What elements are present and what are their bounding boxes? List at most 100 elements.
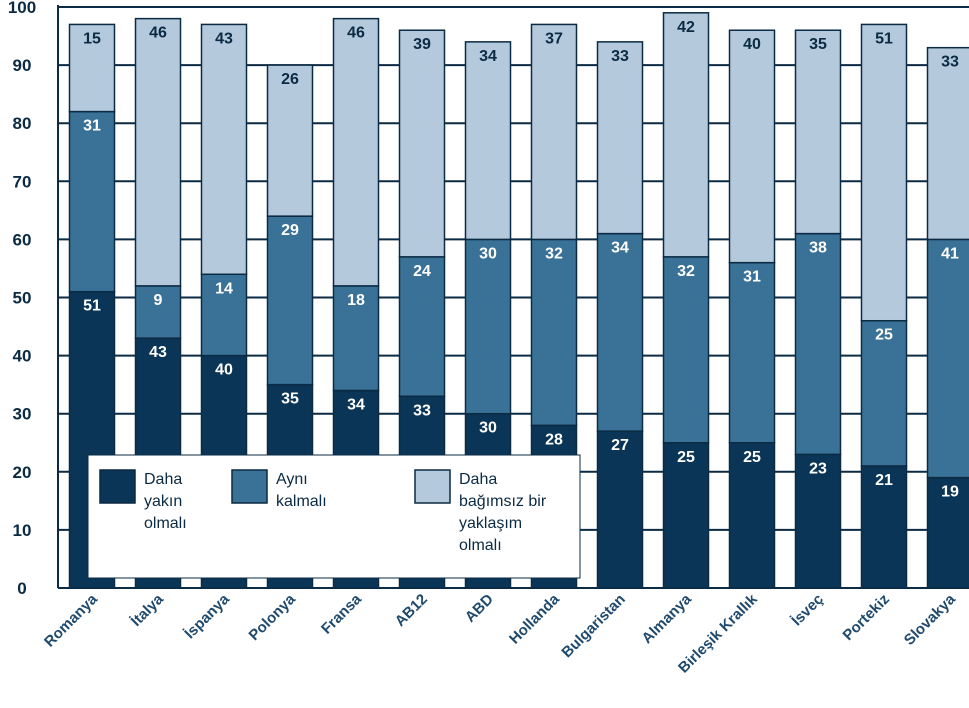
data-label-birlesik-krallik-daha-bagimsiz-bir-yaklasim-olmali: 40 [743, 36, 761, 53]
x-tick-label-ab12: AB12 [392, 591, 431, 630]
legend-swatch-ayni-kalmali [231, 469, 268, 504]
x-axis: Romanya İtalya İspanya Polonya Fransa AB12 ABD… [41, 590, 959, 676]
bar-hollanda-ayni-kalmali [530, 238, 578, 427]
bar-polonya-daha-bagimsiz-bir-yaklasim-olmali [266, 64, 314, 217]
data-label-abd-daha-bagimsiz-bir-yaklasim-olmali: 34 [479, 48, 497, 65]
bar-birlesik-krallik-daha-bagimsiz-bir-yaklasim-olmali [728, 29, 776, 264]
data-label-isvec-daha-yakin-olmali: 23 [809, 460, 827, 477]
data-label-polonya-ayni-kalmali: 29 [281, 222, 299, 239]
x-tick-label-hollanda: Hollanda [506, 590, 563, 647]
data-label-portekiz-daha-yakin-olmali: 21 [875, 472, 893, 489]
x-tick-label-italya: İtalya [128, 590, 168, 630]
bar-portekiz-ayni-kalmali [860, 319, 908, 467]
bar-birlesik-krallik-daha-yakin-olmali [728, 442, 776, 589]
data-label-bulgaristan-daha-yakin-olmali: 27 [611, 437, 629, 454]
data-label-italya-ayni-kalmali: 9 [154, 292, 163, 309]
data-label-fransa-daha-bagimsiz-bir-yaklasim-olmali: 46 [347, 25, 365, 42]
y-tick-label-100: 100 [8, 0, 36, 17]
bar-fransa-daha-bagimsiz-bir-yaklasim-olmali [332, 17, 380, 287]
data-label-hollanda-ayni-kalmali: 32 [545, 245, 563, 262]
x-tick-label-slovakya: Slovakya [901, 590, 959, 648]
bar-hollanda-daha-bagimsiz-bir-yaklasim-olmali [530, 23, 578, 241]
data-label-slovakya-daha-bagimsiz-bir-yaklasim-olmali: 33 [941, 54, 959, 71]
x-tick-label-polonya: Polonya [246, 590, 300, 644]
y-tick-label-10: 10 [13, 521, 32, 540]
y-tick-label-20: 20 [13, 463, 32, 482]
data-label-almanya-daha-yakin-olmali: 25 [677, 449, 695, 466]
data-label-ispanya-ayni-kalmali: 14 [215, 280, 233, 297]
bar-abd-daha-bagimsiz-bir-yaklasim-olmali [464, 41, 512, 241]
data-label-almanya-daha-bagimsiz-bir-yaklasim-olmali: 42 [677, 19, 695, 36]
data-label-ispanya-daha-bagimsiz-bir-yaklasim-olmali: 43 [215, 30, 233, 47]
bar-portekiz-daha-bagimsiz-bir-yaklasim-olmali [860, 23, 908, 322]
bar-ab12-daha-bagimsiz-bir-yaklasim-olmali [398, 29, 446, 258]
legend-label-daha-bagimsiz-bir-yaklasim-olmali: Daha bağımsız bir yaklaşım olmalı [459, 471, 547, 554]
x-tick-label-romanya: Romanya [41, 590, 101, 650]
data-label-italya-daha-yakin-olmali: 43 [149, 344, 167, 361]
legend-label-ayni-kalmali: Aynı kalmalı [276, 471, 327, 510]
data-label-abd-ayni-kalmali: 30 [479, 245, 497, 262]
bar-isvec-daha-yakin-olmali [794, 453, 842, 589]
bar-romanya-ayni-kalmali [68, 110, 116, 293]
legend-swatch-daha-bagimsiz-bir-yaklasim-olmali [414, 469, 451, 504]
y-axis: 0 10 20 30 40 50 60 70 80 90 100 [8, 0, 59, 598]
data-label-hollanda-daha-bagimsiz-bir-yaklasim-olmali: 37 [545, 30, 563, 47]
data-label-romanya-ayni-kalmali: 31 [83, 118, 101, 135]
bar-birlesik-krallik-ayni-kalmali [728, 261, 776, 444]
bar-almanya-daha-bagimsiz-bir-yaklasim-olmali [662, 12, 710, 258]
data-label-ab12-daha-bagimsiz-bir-yaklasim-olmali: 39 [413, 36, 431, 53]
legend: Daha yakın olmalı Aynı kalmalı Daha bağımsız b… [87, 454, 581, 579]
bar-romanya-daha-bagimsiz-bir-yaklasim-olmali [68, 23, 116, 113]
x-tick-label-fransa: Fransa [318, 590, 365, 637]
y-tick-label-40: 40 [13, 347, 32, 366]
data-label-polonya-daha-yakin-olmali: 35 [281, 391, 299, 408]
data-label-birlesik-krallik-ayni-kalmali: 31 [743, 269, 761, 286]
data-label-romanya-daha-bagimsiz-bir-yaklasim-olmali: 15 [83, 30, 101, 47]
data-label-almanya-ayni-kalmali: 32 [677, 263, 695, 280]
legend-box [87, 454, 581, 579]
bar-slovakya-daha-yakin-olmali [926, 476, 969, 589]
data-label-slovakya-daha-yakin-olmali: 19 [941, 484, 959, 501]
x-tick-label-bulgaristan: Bulgaristan [558, 591, 628, 661]
data-label-bulgaristan-daha-bagimsiz-bir-yaklasim-olmali: 33 [611, 48, 629, 65]
bar-portekiz-daha-yakin-olmali [860, 465, 908, 589]
data-label-isvec-ayni-kalmali: 38 [809, 240, 827, 257]
x-tick-label-ispanya: İspanya [181, 590, 233, 642]
y-tick-label-90: 90 [13, 56, 32, 75]
data-label-isvec-daha-bagimsiz-bir-yaklasim-olmali: 35 [809, 36, 827, 53]
data-label-ispanya-daha-yakin-olmali: 40 [215, 362, 233, 379]
bar-isvec-ayni-kalmali [794, 232, 842, 456]
bar-slovakya-daha-bagimsiz-bir-yaklasim-olmali [926, 46, 969, 241]
data-label-ab12-ayni-kalmali: 24 [413, 263, 431, 280]
y-tick-label-60: 60 [13, 230, 32, 249]
bar-abd-ayni-kalmali [464, 238, 512, 415]
bar-fransa-ayni-kalmali [332, 285, 380, 392]
data-label-polonya-daha-bagimsiz-bir-yaklasim-olmali: 26 [281, 71, 299, 88]
x-tick-label-portekiz: Portekiz [840, 591, 893, 644]
data-label-bulgaristan-ayni-kalmali: 34 [611, 240, 629, 257]
data-label-ab12-daha-yakin-olmali: 33 [413, 402, 431, 419]
data-label-italya-daha-bagimsiz-bir-yaklasim-olmali: 46 [149, 25, 167, 42]
bar-italya-daha-bagimsiz-bir-yaklasim-olmali [134, 17, 182, 287]
data-label-portekiz-ayni-kalmali: 25 [875, 327, 893, 344]
bar-ispanya-ayni-kalmali [200, 273, 248, 357]
x-tick-label-abd: ABD [462, 591, 497, 626]
y-tick-label-70: 70 [13, 172, 32, 191]
data-label-hollanda-daha-yakin-olmali: 28 [545, 431, 563, 448]
bar-ispanya-daha-bagimsiz-bir-yaklasim-olmali [200, 23, 248, 276]
data-label-abd-daha-yakin-olmali: 30 [479, 420, 497, 437]
legend-label-daha-yakin-olmali: Daha yakın olmalı [144, 471, 187, 532]
bar-polonya-ayni-kalmali [266, 215, 314, 386]
data-label-fransa-daha-yakin-olmali: 34 [347, 396, 365, 413]
bar-bulgaristan-ayni-kalmali [596, 232, 644, 432]
bar-bulgaristan-daha-bagimsiz-bir-yaklasim-olmali [596, 41, 644, 235]
data-label-romanya-daha-yakin-olmali: 51 [83, 298, 101, 315]
x-tick-label-almanya: Almanya [639, 590, 696, 647]
bar-slovakya-ayni-kalmali [926, 238, 969, 479]
legend-swatch-daha-yakin-olmali [99, 469, 136, 504]
data-label-slovakya-ayni-kalmali: 41 [941, 245, 959, 262]
bar-isvec-daha-bagimsiz-bir-yaklasim-olmali [794, 29, 842, 235]
y-tick-label-80: 80 [13, 114, 32, 133]
y-tick-label-0: 0 [17, 579, 26, 598]
